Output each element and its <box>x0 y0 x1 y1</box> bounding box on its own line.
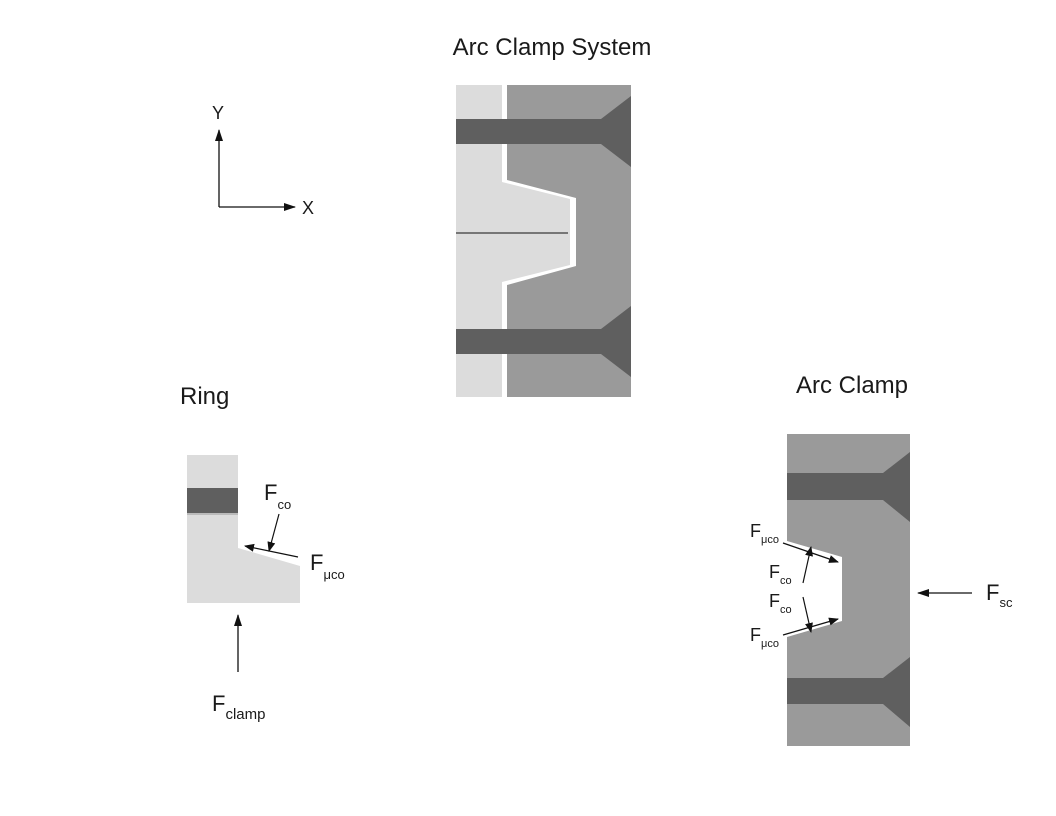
arc-clamp-diagram: Fμco Fco Fco Fμco Fsc <box>750 434 1013 746</box>
arc-clamp-body <box>787 434 910 746</box>
ring-fclamp-label: Fclamp <box>212 691 265 723</box>
coordinate-axes: Y X <box>212 103 314 218</box>
ring-fco-label: Fco <box>264 480 291 512</box>
ring-fco-arrow <box>267 513 280 552</box>
arc-fsc-label: Fsc <box>986 580 1013 610</box>
ring-fmuco-label: Fμco <box>310 550 345 582</box>
ring-bolt <box>187 488 238 513</box>
arc-fmuco-bottom-arrow <box>782 617 839 636</box>
arc-fco-top-label: Fco <box>769 562 792 587</box>
y-axis-label: Y <box>212 103 224 123</box>
system-title: Arc Clamp System <box>453 34 652 61</box>
arc-fco-top-arrow <box>802 546 813 584</box>
arc-fco-bottom-arrow <box>802 596 813 633</box>
ring-title: Ring <box>180 383 229 410</box>
arc-clamp-title: Arc Clamp <box>796 372 908 399</box>
ring-diagram: Fco Fμco Fclamp <box>187 455 345 723</box>
system-clamp-body <box>507 85 631 397</box>
x-axis-label: X <box>302 198 314 218</box>
arc-fco-bottom-label: Fco <box>769 591 792 616</box>
arc-clamp-system-diagram <box>456 85 631 397</box>
arc-fmuco-bottom-label: Fμco <box>750 625 779 650</box>
ring-body <box>187 455 300 603</box>
ring-fmuco-arrow <box>244 543 299 558</box>
arc-clamp-bolt-top <box>787 452 910 522</box>
system-bolt-bottom <box>456 306 631 377</box>
system-bolt-top <box>456 96 631 167</box>
arc-fmuco-top-label: Fμco <box>750 521 779 546</box>
system-ring-body <box>456 85 570 397</box>
arc-clamp-bolt-bottom <box>787 657 910 727</box>
